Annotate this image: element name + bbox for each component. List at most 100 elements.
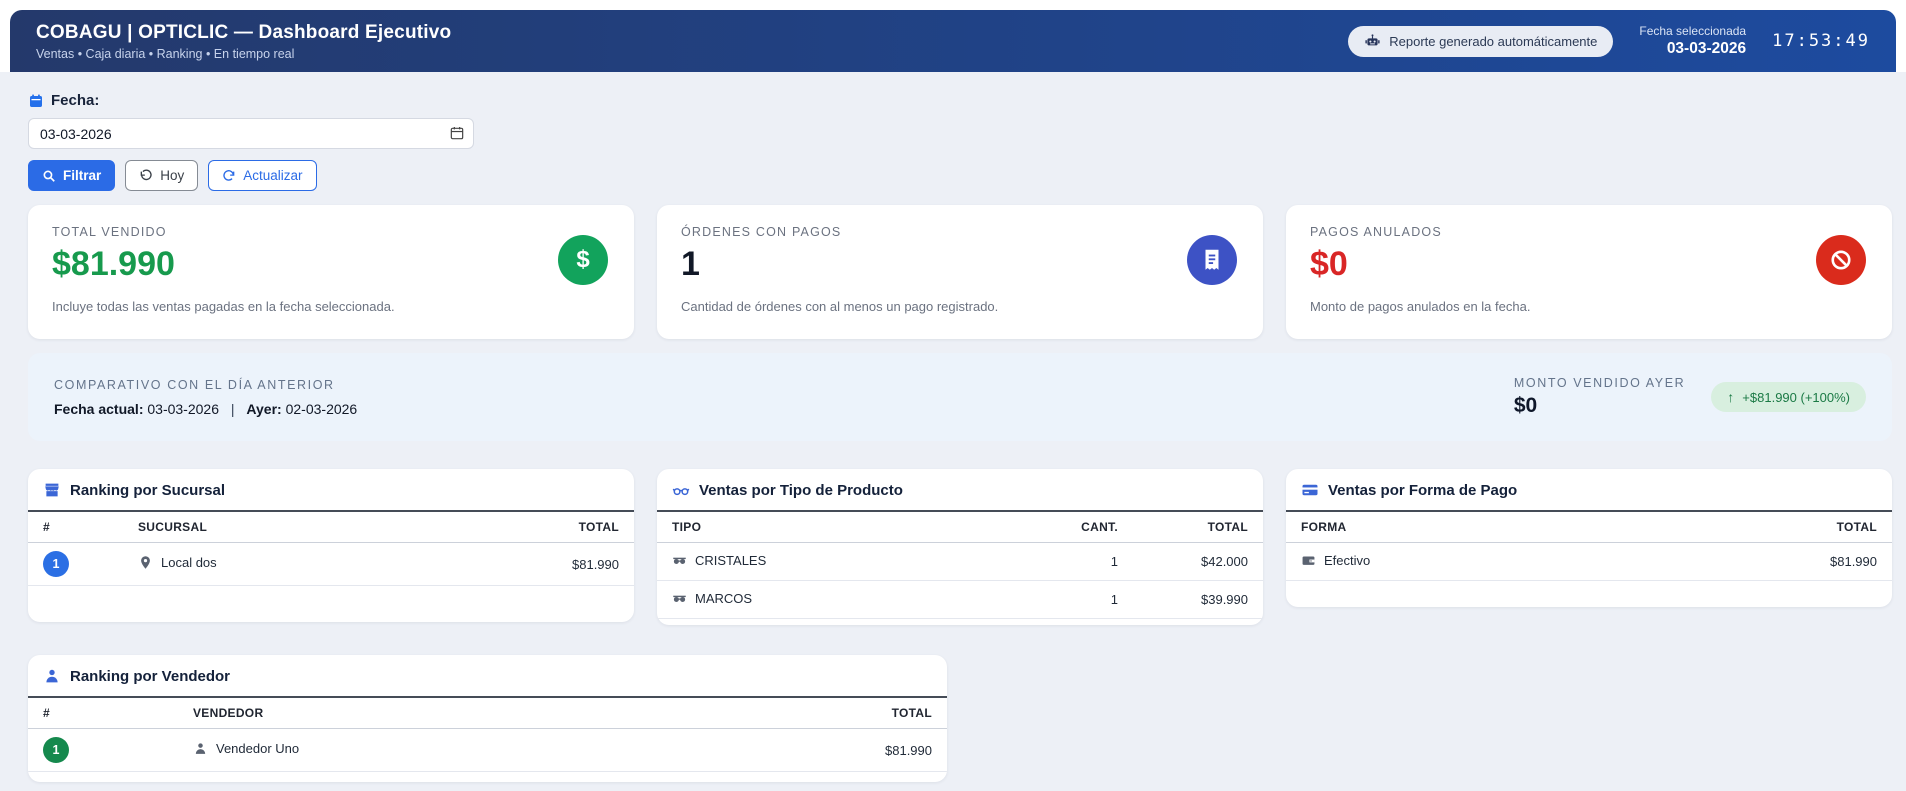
date-input-calendar-icon[interactable] [449,125,465,141]
vendedor-total: $81.990 [669,728,947,772]
ventas-producto-card: Ventas por Tipo de Producto TIPO CANT. T… [657,469,1263,625]
stat-value: $0 [1310,245,1348,283]
auto-report-label: Reporte generado automáticamente [1389,33,1598,49]
current-date-value: 03-03-2026 [147,400,219,417]
header-titles: COBAGU | OPTICLIC — Dashboard Ejecutivo … [36,22,451,61]
col-total: TOTAL [669,698,947,729]
ranking-sucursal-title: Ranking por Sucursal [70,481,226,499]
sucursal-name: Local dos [161,555,217,570]
comparative-dates: Fecha actual: 03-03-2026 | Ayer: 02-03-2… [54,401,357,417]
filter-panel: Fecha: Filtrar Hoy Actualizar [28,92,1892,191]
page-footer: Reporte generado por COBAGU | OPTICLIC. … [28,782,1892,791]
yesterday-amount-label: MONTO VENDIDO AYER [1513,376,1686,390]
selected-date-block: Fecha seleccionada 03-03-2026 [1639,24,1746,58]
col-total: TOTAL [1627,512,1892,543]
selected-date-value: 03-03-2026 [1666,39,1747,57]
yesterday-label: Ayer: [246,400,282,417]
date-input[interactable] [28,118,474,149]
wallet-icon [1302,555,1315,565]
ranking-vendedor-card: Ranking por Vendedor # VENDEDOR TOTAL 1 … [28,655,947,782]
pago-forma: Efectivo [1324,552,1371,568]
ventas-producto-title-row: Ventas por Tipo de Producto [657,469,1263,512]
refresh-icon [223,169,235,181]
sunglasses-icon [673,557,686,564]
producto-cant: 1 [1013,542,1133,581]
stat-description: Monto de pagos anulados en la fecha. [1310,298,1531,314]
yesterday-value: 02-03-2026 [285,400,358,417]
col-vendedor: VENDEDOR [178,698,670,729]
producto-total: $42.000 [1133,542,1263,581]
stat-description: Incluye todas las ventas pagadas en la f… [52,298,395,314]
producto-tipo: CRISTALES [695,552,767,568]
person-icon [195,743,206,754]
comparative-title: COMPARATIVO CON EL DÍA ANTERIOR [54,377,335,392]
date-filter-label-row: Fecha: [28,92,1892,109]
col-rank: # [28,698,178,729]
stats-grid: TOTAL VENDIDO $81.990 Incluye todas las … [28,205,1892,339]
ranking-vendedor-title-row: Ranking por Vendedor [28,655,947,698]
col-rank: # [28,512,123,543]
dates-separator: | [230,400,235,417]
filter-button-label: Filtrar [63,168,102,183]
app-header: COBAGU | OPTICLIC — Dashboard Ejecutivo … [10,10,1896,72]
arrow-up-icon: ↑ [1727,389,1735,405]
store-icon [45,483,59,497]
ventas-pago-title: Ventas por Forma de Pago [1328,481,1518,499]
clock: 17:53:49 [1772,31,1870,51]
producto-table: TIPO CANT. TOTAL CRISTALES 1 $42.000 [657,512,1263,619]
sucursal-table: # SUCURSAL TOTAL 1 Local dos $81.990 [28,512,634,586]
ranking-sucursal-title-row: Ranking por Sucursal [28,469,634,512]
ranking-sucursal-card: Ranking por Sucursal # SUCURSAL TOTAL 1 … [28,469,634,622]
date-filter-label: Fecha: [51,92,100,109]
refresh-button[interactable]: Actualizar [208,160,317,191]
card-bottom-spacer [657,619,1263,625]
dollar-icon: $ [558,235,608,285]
page-title: COBAGU | OPTICLIC — Dashboard Ejecutivo [36,21,452,43]
table-row: 1 Local dos $81.990 [28,542,634,586]
delta-badge: ↑ +$81.990 (+100%) [1711,382,1866,412]
stat-value: $81.990 [52,245,175,283]
table-row: MARCOS 1 $39.990 [657,580,1263,619]
undo-icon [140,169,152,180]
ventas-pago-card: Ventas por Forma de Pago FORMA TOTAL Efe… [1286,469,1892,607]
calendar-icon [30,94,42,107]
stat-value: 1 [681,245,700,283]
today-button-label: Hoy [160,168,185,183]
stat-description: Cantidad de órdenes con al menos un pago… [681,298,999,314]
producto-cant: 1 [1013,580,1133,619]
vendedor-name: Vendedor Uno [216,741,300,756]
selected-date-label: Fecha seleccionada [1639,23,1747,38]
col-forma: FORMA [1286,512,1628,543]
credit-card-icon [1302,484,1318,496]
tables-grid: Ranking por Sucursal # SUCURSAL TOTAL 1 … [28,469,1892,625]
card-bottom-spacer [1286,581,1892,607]
producto-total: $39.990 [1133,580,1263,619]
pago-total: $81.990 [1627,542,1892,581]
pago-table: FORMA TOTAL Efectivo $81.990 [1286,512,1892,581]
today-button[interactable]: Hoy [125,160,199,191]
person-icon [46,669,58,683]
rank-badge: 1 [43,737,69,763]
table-row: CRISTALES 1 $42.000 [657,542,1263,581]
ban-icon [1816,235,1866,285]
sunglasses-icon [673,595,686,602]
filter-button[interactable]: Filtrar [28,160,116,191]
ranking-vendedor-title: Ranking por Vendedor [70,667,231,685]
card-bottom-spacer [28,586,634,622]
producto-tipo: MARCOS [695,590,753,606]
vendedor-table: # VENDEDOR TOTAL 1 Vendedor Uno $81.990 [28,698,947,772]
refresh-button-label: Actualizar [243,168,303,183]
stat-card-total-vendido: TOTAL VENDIDO $81.990 Incluye todas las … [28,205,634,339]
main-content: Fecha: Filtrar Hoy Actualizar TOTAL VEND… [0,72,1906,791]
receipt-icon [1187,235,1237,285]
current-date-label: Fecha actual: [54,400,144,417]
col-total: TOTAL [1133,512,1263,543]
card-bottom-spacer [28,772,947,782]
col-tipo: TIPO [657,512,1013,543]
stat-label: ÓRDENES CON PAGOS [681,225,842,239]
stat-label: TOTAL VENDIDO [52,225,167,239]
col-sucursal: SUCURSAL [123,512,423,543]
stat-card-pagos-anulados: PAGOS ANULADOS $0 Monto de pagos anulado… [1286,205,1892,339]
comparative-left: COMPARATIVO CON EL DÍA ANTERIOR Fecha ac… [54,378,357,417]
col-total: TOTAL [422,512,634,543]
